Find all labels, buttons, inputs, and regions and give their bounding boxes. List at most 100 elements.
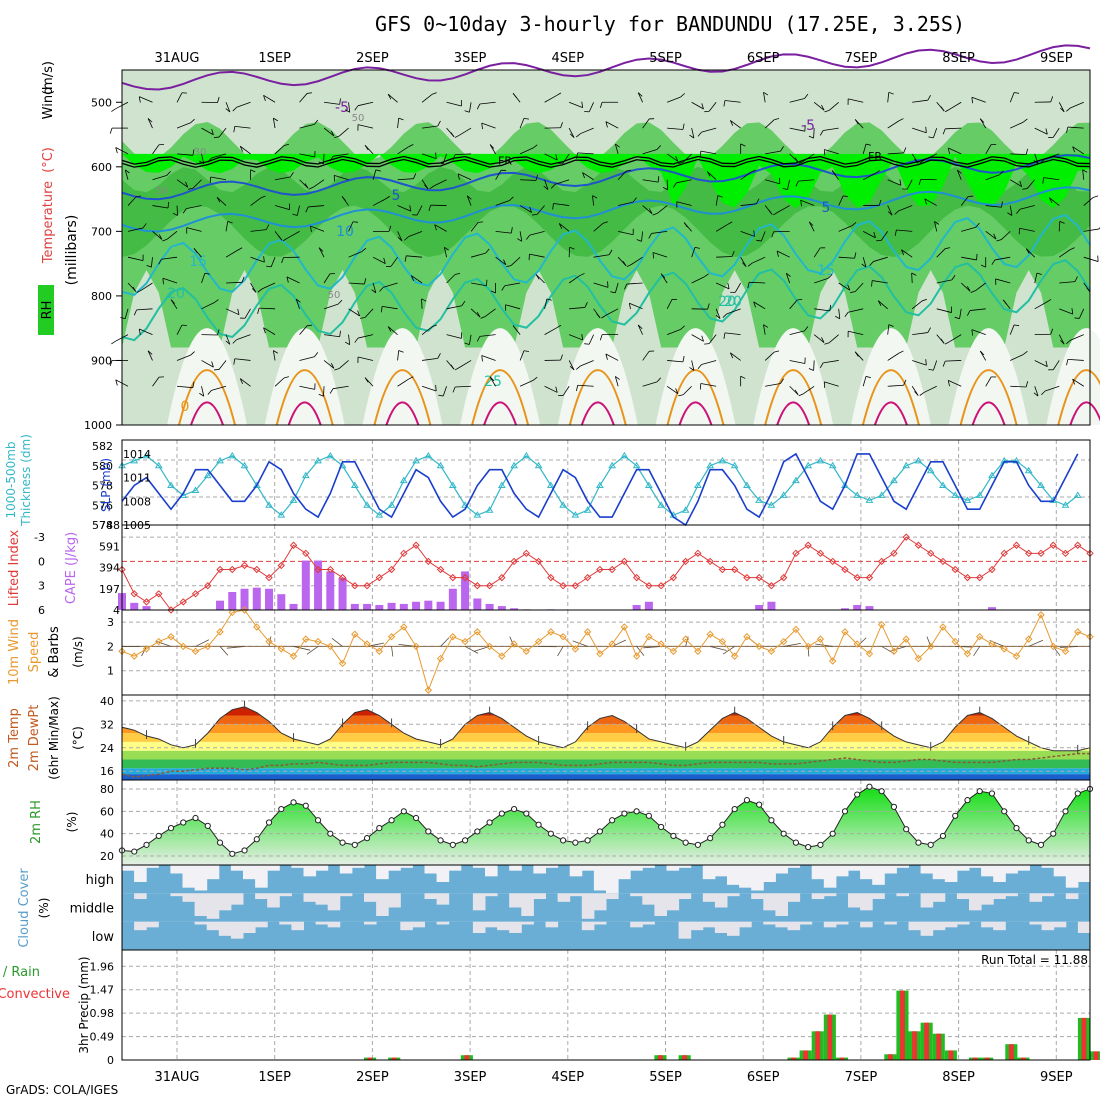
wind-barb-flag	[555, 386, 558, 393]
wind-speed-marker	[939, 623, 947, 631]
wind-barb-flag	[584, 302, 588, 308]
wind-barb	[740, 230, 755, 237]
wind-barb-flag	[786, 272, 791, 277]
wind-barb	[263, 94, 276, 103]
wind-barb	[807, 646, 810, 657]
cape-bar	[510, 608, 519, 610]
temp-contour-30	[483, 401, 518, 426]
wind-barb	[569, 307, 585, 310]
wind-barb	[642, 351, 650, 361]
wind-barb-flag	[596, 313, 601, 319]
wind-barb	[765, 150, 781, 155]
temp-contour-25	[959, 369, 1018, 426]
wind-barb	[459, 360, 472, 368]
wind-barb	[1010, 153, 1027, 156]
pressure-tick: 800	[91, 290, 112, 303]
wind-barb	[936, 308, 952, 313]
wind-barb-flag	[211, 129, 214, 135]
wind-speed-marker	[1000, 645, 1008, 653]
cape-bar	[485, 603, 494, 610]
wind-speed-marker	[657, 640, 665, 648]
rh-marker	[682, 839, 689, 846]
precip-convective-bar	[1081, 1017, 1087, 1060]
lifted-index-marker	[510, 557, 518, 566]
wind-speed-marker	[253, 623, 261, 631]
wind-barb	[372, 282, 377, 293]
wind-barb	[1058, 102, 1065, 112]
wind-barb	[544, 298, 548, 309]
wind-barb-flag	[339, 98, 341, 105]
rh-marker	[278, 805, 285, 813]
wind-barb-flag	[182, 208, 187, 214]
wind-barb-flag	[925, 126, 927, 133]
wind-speed-marker	[498, 652, 506, 660]
wind-barb-flag	[1025, 148, 1029, 155]
cloud-clear-cell	[763, 921, 776, 925]
cape-bar	[632, 605, 641, 610]
wind-barb	[936, 248, 946, 258]
wind-barb-flag	[942, 361, 946, 367]
wind-barb-flag	[251, 288, 257, 293]
wind-barb	[440, 637, 450, 647]
thickness-marker	[375, 511, 384, 518]
wind-barb-flag	[481, 123, 483, 130]
wind-barb-flag	[379, 287, 384, 292]
wind-barb	[789, 330, 805, 336]
wind-barb	[789, 385, 799, 396]
cape-bar	[265, 588, 274, 610]
wind-barb	[887, 324, 890, 335]
rh-contour-label: 50	[156, 186, 169, 197]
wind-barb-flag	[675, 388, 679, 394]
wind-barb	[272, 350, 276, 361]
wind-barb	[995, 278, 1011, 284]
rh-marker	[596, 828, 603, 835]
wind-barb	[195, 639, 210, 647]
wind-barb-flag	[819, 130, 824, 136]
wind-barb-flag	[295, 298, 301, 303]
wind-barb-flag	[292, 213, 298, 216]
wind-barb	[510, 256, 521, 266]
wind-barb-flag	[727, 282, 730, 289]
precip-convective-bar	[972, 1057, 978, 1060]
precip-convective-bar	[791, 1057, 796, 1060]
wind-barb-flag	[158, 259, 162, 265]
wind-barb	[299, 93, 308, 103]
wind-barb	[641, 231, 644, 242]
wind-barb-flag	[877, 300, 882, 306]
wind-barb-flag	[888, 324, 894, 327]
thickness-marker	[326, 451, 335, 459]
wind-speed-marker	[277, 645, 285, 653]
cloud-clear-cell	[872, 893, 885, 899]
temp-contour-30	[287, 401, 322, 426]
rh-marker	[1013, 824, 1020, 832]
wind-barb	[753, 301, 766, 310]
wind-barb-flag	[476, 103, 481, 110]
cape-bar	[473, 598, 482, 610]
cloud-clear-cell	[206, 893, 220, 919]
wind-barb-flag	[979, 350, 985, 356]
wind-barb	[715, 308, 721, 319]
thickness-marker	[767, 501, 776, 508]
wind-barb-flag	[808, 221, 814, 226]
wind-barb	[422, 357, 438, 361]
wind-barb	[956, 169, 962, 180]
wind-barb-flag	[701, 103, 704, 110]
wind-barb	[544, 327, 557, 335]
wind-barb-flag	[450, 132, 455, 138]
cloud-clear-cell	[969, 893, 982, 911]
cloud-clear-cell	[545, 865, 559, 868]
wind-barb	[446, 101, 462, 107]
wind-barb	[274, 205, 290, 210]
wind-barb	[642, 179, 659, 183]
wind-barb-flag	[314, 352, 319, 357]
temp-contour-30	[580, 401, 615, 426]
rh-marker	[915, 839, 922, 846]
wind-barb	[873, 256, 888, 262]
wind-barb	[765, 383, 781, 387]
wind-speed-marker	[718, 637, 727, 646]
lifted-index-marker	[779, 573, 788, 582]
lifted-index-marker	[620, 557, 629, 566]
wind-barb	[210, 176, 227, 181]
label-lifted-index: Lifted Index	[7, 529, 22, 606]
